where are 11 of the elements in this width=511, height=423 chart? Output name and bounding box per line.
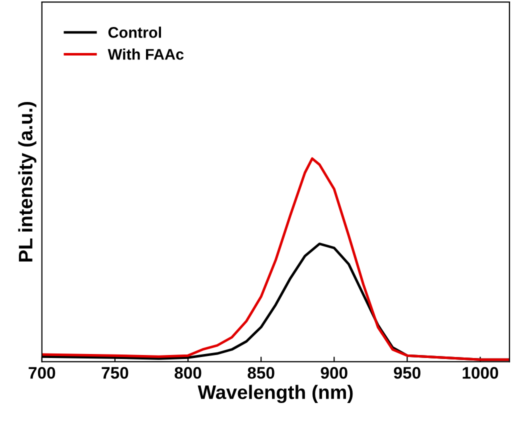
x-tick-label: 900 [320,366,348,379]
y-axis-title: PL intensity (a.u.) [18,102,36,262]
x-tick-label: 950 [394,366,420,379]
x-tick-label: 750 [102,366,128,379]
x-tick-label: 800 [174,366,202,379]
legend-label: With FAAc [108,48,184,60]
x-tick-label: 700 [28,366,56,379]
x-tick-label: 1000 [462,366,498,379]
x-tick-label: 850 [248,366,274,379]
x-axis-title: Wavelength (nm) [198,384,353,404]
legend-label: Control [108,26,162,38]
